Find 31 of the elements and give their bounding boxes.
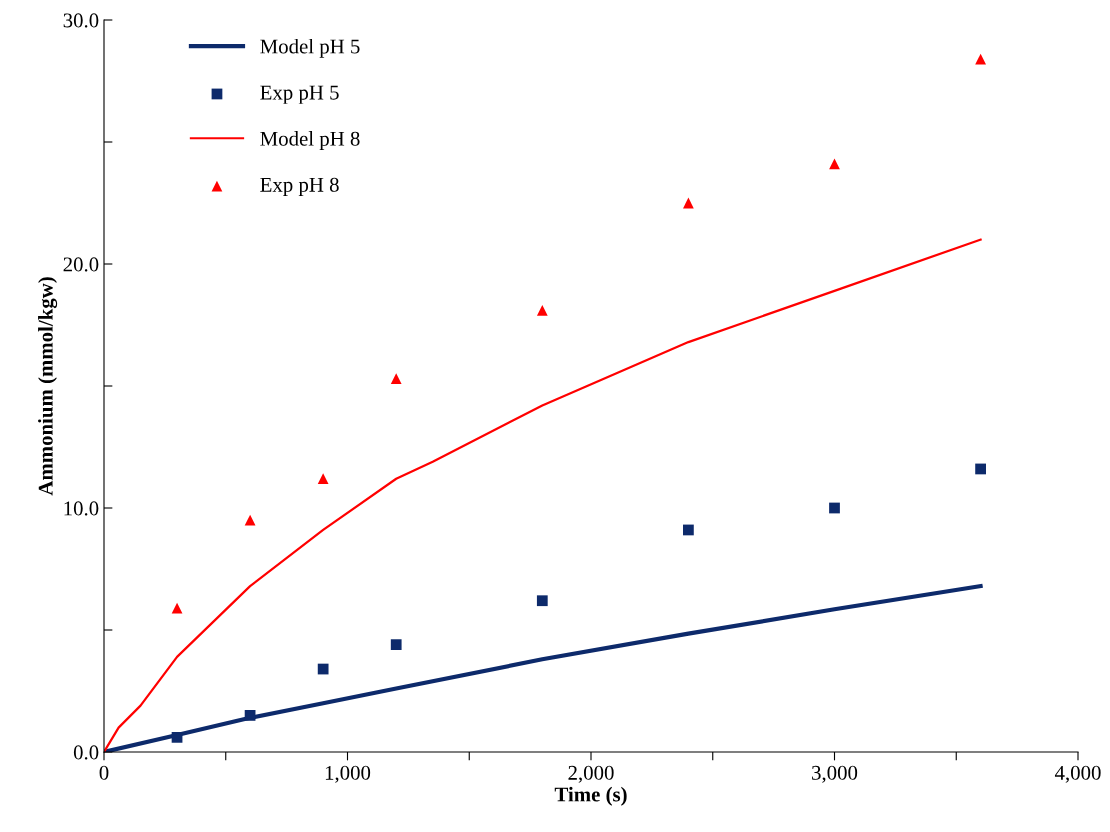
- legend-label: Exp pH 5: [260, 85, 339, 104]
- point: [390, 639, 402, 651]
- point: [536, 304, 548, 316]
- x-tick-label: 4,000: [1054, 765, 1101, 783]
- y-tick-label: 20.0: [63, 257, 99, 272]
- legend-label: Model pH 5: [260, 38, 360, 58]
- y-axis-title: Ammonium (mmol/kgw): [38, 277, 58, 496]
- point: [244, 514, 256, 526]
- line-series: [104, 583, 983, 752]
- point: [171, 731, 183, 743]
- point: [829, 502, 840, 514]
- y-tick-label: 30.0: [63, 13, 99, 28]
- point: [317, 473, 329, 485]
- x-tick-label: 1,000: [325, 765, 371, 783]
- point: [683, 197, 694, 209]
- y-tick-label: 0.0: [73, 745, 99, 760]
- x-tick-label: 3,000: [812, 765, 858, 783]
- x-tick-label: 0: [99, 765, 109, 780]
- point: [244, 710, 256, 721]
- point: [683, 524, 694, 536]
- x-tick-label: 2,000: [568, 765, 614, 783]
- point: [536, 595, 548, 607]
- point: [975, 463, 986, 475]
- legend-label: Exp pH 8: [260, 177, 339, 197]
- point: [390, 373, 402, 385]
- x-axis-title: Time (s): [554, 786, 627, 806]
- point: [317, 663, 329, 675]
- line-series: [104, 238, 982, 752]
- legend-label: Model pH 8: [260, 131, 360, 150]
- point: [975, 53, 986, 65]
- y-tick-label: 10.0: [64, 501, 99, 516]
